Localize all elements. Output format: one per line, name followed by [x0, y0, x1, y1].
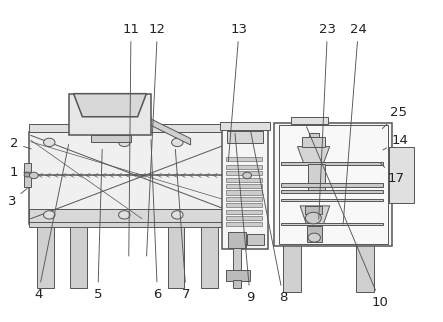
Bar — [226, 171, 262, 175]
Bar — [275, 123, 392, 246]
Text: 5: 5 — [93, 149, 102, 300]
Bar — [309, 133, 319, 137]
Bar — [281, 190, 383, 193]
Circle shape — [305, 212, 321, 224]
Bar — [226, 216, 262, 220]
Circle shape — [29, 172, 38, 179]
Text: 6: 6 — [151, 140, 162, 300]
Bar — [281, 223, 383, 225]
Bar — [37, 223, 54, 288]
Bar — [291, 117, 328, 124]
Bar — [226, 210, 262, 214]
Bar — [307, 164, 325, 190]
Bar — [226, 203, 262, 207]
Bar — [226, 157, 262, 161]
Bar — [29, 222, 253, 227]
Text: 25: 25 — [382, 106, 407, 128]
Bar — [228, 232, 246, 248]
Bar — [304, 205, 322, 214]
Text: 17: 17 — [380, 163, 404, 185]
Bar — [201, 223, 218, 288]
Bar — [91, 135, 131, 142]
Bar — [233, 248, 241, 272]
Polygon shape — [74, 94, 147, 117]
Text: 11: 11 — [122, 23, 140, 256]
Circle shape — [243, 172, 252, 179]
Bar — [281, 184, 383, 187]
Circle shape — [119, 211, 130, 219]
Bar — [284, 245, 301, 292]
Text: 8: 8 — [251, 132, 288, 304]
Bar — [70, 223, 87, 288]
Bar — [389, 147, 414, 203]
Text: 10: 10 — [307, 127, 389, 308]
Bar — [226, 222, 262, 226]
Text: 14: 14 — [383, 134, 409, 150]
Text: 4: 4 — [34, 145, 69, 300]
Bar — [281, 198, 383, 201]
Bar — [220, 122, 270, 129]
Text: 1: 1 — [10, 166, 31, 179]
Text: 13: 13 — [228, 23, 248, 161]
Bar — [29, 209, 253, 223]
Bar — [226, 184, 262, 188]
Polygon shape — [29, 124, 253, 132]
Bar — [226, 165, 262, 169]
Bar — [302, 137, 325, 147]
Circle shape — [308, 233, 320, 242]
Bar — [247, 234, 264, 245]
Bar — [29, 132, 253, 223]
Bar — [279, 125, 388, 244]
Bar — [69, 94, 151, 135]
Bar — [226, 197, 262, 201]
Polygon shape — [297, 147, 330, 164]
Circle shape — [43, 138, 55, 147]
Bar — [226, 191, 262, 195]
Polygon shape — [147, 117, 190, 145]
Text: 7: 7 — [175, 149, 190, 300]
Polygon shape — [300, 206, 330, 225]
Circle shape — [171, 211, 183, 219]
Bar — [226, 178, 262, 182]
Text: 9: 9 — [235, 133, 254, 304]
Bar — [281, 162, 383, 165]
Circle shape — [24, 173, 30, 177]
Bar — [23, 163, 31, 187]
Bar — [226, 270, 250, 281]
Text: 3: 3 — [8, 188, 27, 208]
Bar — [233, 279, 241, 288]
Bar — [356, 245, 374, 292]
Bar — [167, 223, 184, 288]
Circle shape — [119, 138, 130, 147]
Bar — [222, 124, 268, 249]
Bar — [307, 226, 322, 242]
Text: 24: 24 — [343, 23, 367, 224]
Circle shape — [43, 211, 55, 219]
Text: 23: 23 — [319, 23, 336, 219]
Text: 12: 12 — [147, 23, 166, 256]
Circle shape — [171, 138, 183, 147]
Bar — [227, 130, 263, 143]
Text: 2: 2 — [10, 137, 31, 150]
